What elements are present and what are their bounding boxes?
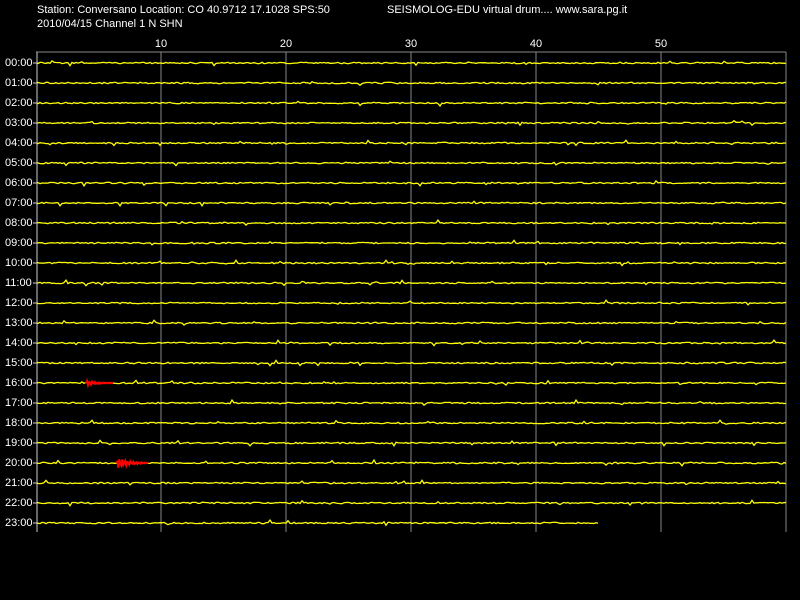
trace [36,319,787,326]
trace [36,398,787,406]
x-tick-label: 50 [655,38,667,50]
row-label: 14:00 [5,337,33,349]
row-label: 04:00 [5,137,33,149]
row-label: 06:00 [5,177,33,189]
trace [36,200,787,208]
trace [36,139,787,147]
row-label: 17:00 [5,397,33,409]
row-label: 21:00 [5,477,33,489]
trace [36,81,786,87]
trace [36,519,599,527]
row-label: 19:00 [5,437,33,449]
trace [36,479,787,486]
row-label: 22:00 [5,497,33,509]
trace [36,259,787,267]
x-tick-label: 10 [155,38,167,50]
trace [36,179,787,188]
row-label: 00:00 [5,57,33,69]
row-label: 08:00 [5,217,33,229]
source: SEISMOLOG-EDU virtual drum.... www.sara.… [387,4,627,16]
row-label: 05:00 [5,157,33,169]
row-label: 09:00 [5,237,33,249]
trace [36,239,787,246]
row-label: 12:00 [5,297,33,309]
event [85,377,114,389]
row-label: 13:00 [5,317,33,329]
row-label: 18:00 [5,417,33,429]
event [116,457,149,470]
trace [36,219,787,227]
trace [36,499,787,507]
title: Station: Conversano Location: CO 40.9712… [37,4,330,16]
trace [37,278,787,287]
trace [36,359,787,367]
x-tick-label: 40 [530,38,542,50]
subtitle: 2010/04/15 Channel 1 N SHN [37,18,183,30]
row-label: 02:00 [5,97,33,109]
trace [36,379,787,387]
row-label: 16:00 [5,377,33,389]
row-label: 20:00 [5,457,33,469]
trace [36,160,787,167]
row-label: 15:00 [5,357,33,369]
row-label: 01:00 [5,77,33,89]
trace [36,419,787,425]
row-label: 23:00 [5,517,33,529]
trace [36,60,787,67]
row-label: 03:00 [5,117,33,129]
row-label: 10:00 [5,257,33,269]
x-tick-label: 30 [405,38,417,50]
trace [36,339,787,347]
x-tick-label: 20 [280,38,292,50]
trace [36,100,787,107]
trace [36,299,787,306]
row-label: 07:00 [5,197,33,209]
trace [36,439,787,448]
row-label: 11:00 [5,277,32,289]
trace [36,458,787,467]
trace [37,119,787,127]
